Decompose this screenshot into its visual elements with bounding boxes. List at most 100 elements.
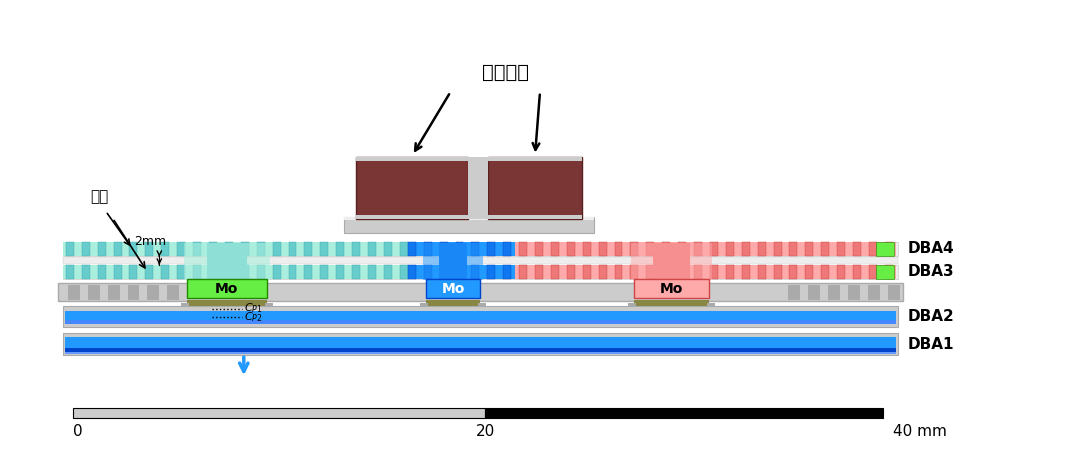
Bar [305, 265, 312, 279]
Bar [356, 158, 469, 161]
Bar [187, 300, 267, 306]
Bar [821, 242, 829, 256]
Bar [66, 242, 73, 256]
Bar [726, 265, 733, 279]
Bar [615, 242, 622, 256]
Bar [181, 302, 189, 307]
Bar [356, 215, 469, 219]
Bar [440, 243, 467, 280]
Bar [257, 242, 265, 256]
Bar [406, 242, 521, 256]
Bar [567, 242, 575, 256]
Bar [420, 302, 428, 307]
Bar [207, 243, 246, 280]
Text: DBA4: DBA4 [908, 242, 955, 256]
Bar [63, 242, 897, 256]
Bar [368, 265, 376, 279]
Bar [478, 302, 486, 307]
Bar [272, 242, 281, 256]
Bar [773, 242, 782, 256]
Bar [400, 242, 408, 256]
Bar [808, 285, 821, 300]
Bar [471, 265, 480, 279]
Bar [58, 283, 903, 301]
Bar [161, 265, 170, 279]
Bar [471, 242, 480, 256]
Bar [876, 242, 894, 256]
Bar [726, 242, 733, 256]
Bar [598, 265, 607, 279]
Bar [646, 242, 654, 256]
Bar [130, 242, 137, 256]
Bar [758, 265, 766, 279]
Bar [225, 242, 233, 256]
Bar [662, 242, 671, 256]
Bar [241, 265, 248, 279]
Bar [177, 265, 185, 279]
Bar [519, 265, 527, 279]
Bar [352, 265, 360, 279]
Bar [65, 349, 895, 352]
Bar [710, 265, 718, 279]
Bar [97, 265, 106, 279]
Bar [885, 265, 893, 279]
Bar [678, 242, 686, 256]
Bar [634, 279, 708, 283]
Bar [147, 285, 160, 300]
Text: $C_{P2}$: $C_{P2}$ [244, 311, 262, 325]
Bar [853, 265, 861, 279]
Bar [888, 285, 900, 300]
Bar [469, 158, 488, 219]
Bar [210, 265, 217, 279]
Bar [456, 242, 463, 256]
Bar [384, 242, 392, 256]
Bar [177, 242, 185, 256]
Bar [65, 320, 895, 325]
Bar [241, 242, 248, 256]
Bar [551, 242, 558, 256]
Bar [583, 265, 591, 279]
Bar [130, 265, 137, 279]
Bar [146, 242, 153, 256]
Bar [63, 242, 410, 256]
Bar [646, 265, 654, 279]
Bar [187, 279, 267, 298]
Bar [456, 265, 463, 279]
Bar [82, 242, 90, 256]
Bar [422, 243, 484, 280]
Bar [210, 242, 217, 256]
Text: 20: 20 [475, 424, 495, 439]
Text: 0: 0 [73, 424, 82, 439]
Text: DBA3: DBA3 [908, 264, 955, 279]
Bar [408, 242, 416, 256]
Bar [408, 265, 416, 279]
Bar [488, 158, 582, 219]
Bar [485, 408, 883, 418]
Bar [828, 285, 840, 300]
Bar [113, 242, 122, 256]
Bar [806, 265, 813, 279]
Bar [146, 265, 153, 279]
Bar [678, 265, 686, 279]
Bar [631, 242, 638, 256]
Bar [272, 265, 281, 279]
Bar [257, 265, 265, 279]
Bar [305, 242, 312, 256]
Bar [423, 242, 432, 256]
Bar [788, 285, 800, 300]
Bar [535, 242, 543, 256]
Bar [789, 242, 797, 256]
Bar [97, 242, 106, 256]
Text: DBA2: DBA2 [908, 309, 955, 324]
Bar [631, 265, 638, 279]
Bar [65, 337, 895, 352]
Bar [710, 242, 718, 256]
Bar [66, 265, 73, 279]
Bar [634, 279, 708, 298]
Bar [868, 285, 880, 300]
Bar [321, 242, 328, 256]
Bar [869, 265, 877, 279]
Bar [345, 217, 594, 220]
Bar [869, 242, 877, 256]
Bar [167, 285, 179, 300]
